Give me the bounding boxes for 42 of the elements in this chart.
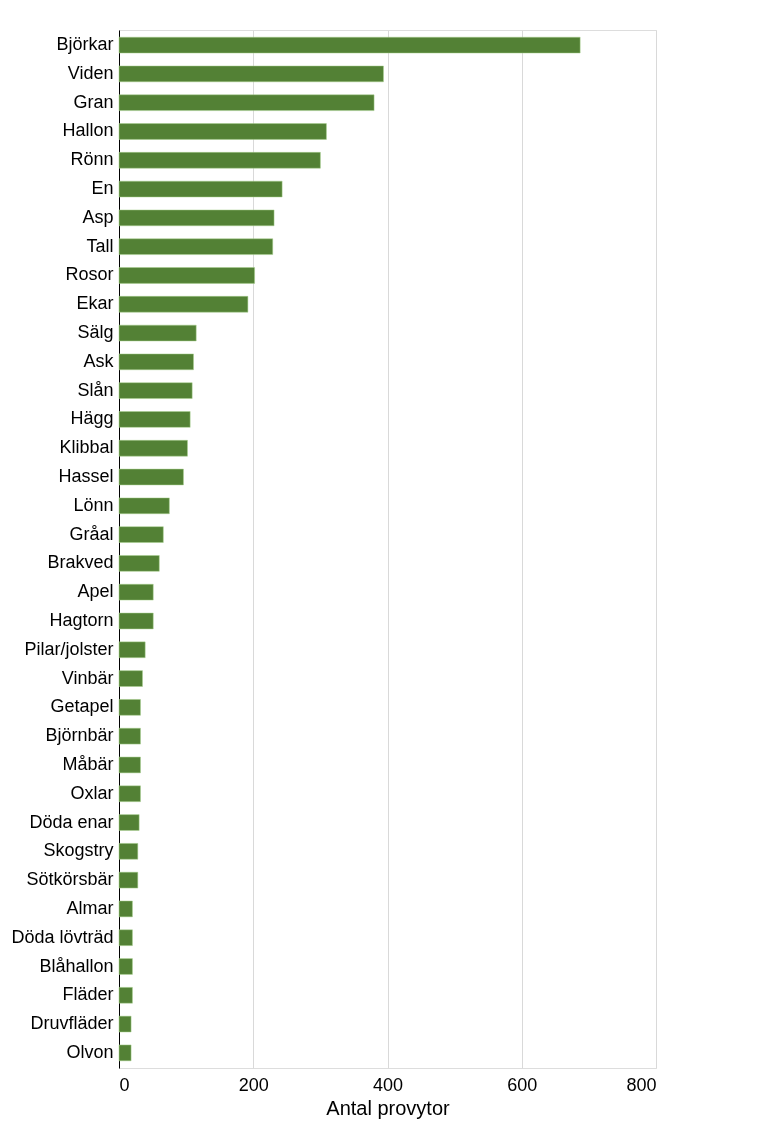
y-tick-label: Björkar bbox=[56, 34, 114, 55]
y-tick-label: Vinbär bbox=[61, 667, 114, 688]
x-tick-label: 800 bbox=[626, 1074, 657, 1095]
y-tick-label: Hagtorn bbox=[49, 609, 114, 630]
x-tick-label: 200 bbox=[238, 1074, 269, 1095]
y-tick-label: Gran bbox=[73, 91, 114, 112]
y-tick-label: Hägg bbox=[70, 408, 114, 429]
y-tick-label: Oxlar bbox=[70, 782, 114, 803]
y-tick-label: Hassel bbox=[58, 466, 114, 487]
y-tick-label: Blåhallon bbox=[39, 955, 114, 976]
y-tick-label: Getapel bbox=[50, 696, 114, 717]
x-tick-label: 400 bbox=[372, 1074, 404, 1095]
y-tick-label: Brakved bbox=[47, 552, 114, 573]
x-tick-label: 0 bbox=[119, 1074, 130, 1095]
y-tick-label: Pilar/jolster bbox=[24, 638, 114, 659]
y-tick-label: Skogstry bbox=[43, 840, 114, 861]
y-tick-label: Döda enar bbox=[29, 811, 114, 832]
y-tick-label: Gråal bbox=[69, 523, 114, 544]
y-tick-label: Döda lövträd bbox=[11, 926, 114, 947]
y-tick-label: Sötkörsbär bbox=[26, 869, 114, 890]
y-tick-label: Almar bbox=[66, 897, 114, 918]
y-tick-label: Asp bbox=[82, 206, 114, 227]
y-tick-label: Ekar bbox=[76, 293, 114, 314]
y-tick-label: Rönn bbox=[70, 149, 114, 170]
y-tick-label: Olvon bbox=[66, 1041, 114, 1062]
x-tick-label: 600 bbox=[507, 1074, 538, 1095]
y-tick-label: Apel bbox=[77, 581, 114, 602]
y-tick-label: Hallon bbox=[62, 120, 114, 141]
y-tick-label: Lönn bbox=[73, 494, 114, 515]
y-tick-label: En bbox=[91, 178, 114, 199]
y-tick-label: Måbär bbox=[62, 753, 114, 774]
y-tick-label: Klibbal bbox=[59, 437, 114, 458]
x-axis-title: Antal provytor bbox=[326, 1096, 451, 1119]
y-tick-label: Fläder bbox=[62, 984, 114, 1005]
y-tick-label: Rosor bbox=[65, 264, 114, 285]
y-tick-label: Björnbär bbox=[45, 725, 114, 746]
y-tick-label: Slån bbox=[77, 379, 114, 400]
y-tick-label: Ask bbox=[83, 350, 115, 371]
y-tick-label: Sälg bbox=[77, 322, 114, 343]
y-tick-label: Viden bbox=[67, 62, 114, 83]
y-tick-label: Tall bbox=[86, 235, 114, 256]
y-tick-label: Druvfläder bbox=[30, 1013, 114, 1034]
